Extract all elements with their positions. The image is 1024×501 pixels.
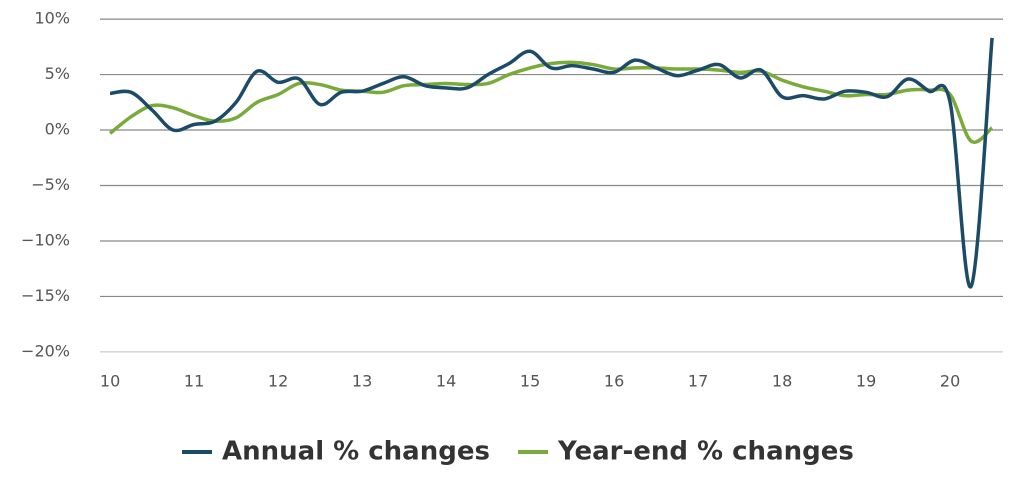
x-tick-label: 20	[940, 372, 960, 391]
x-tick-label: 11	[184, 372, 204, 391]
y-tick-label: −20%	[21, 341, 70, 360]
x-tick-label: 18	[772, 372, 792, 391]
y-tick-label: 0%	[45, 120, 70, 139]
x-tick-label: 19	[856, 372, 876, 391]
x-tick-label: 15	[520, 372, 540, 391]
y-tick-label: −10%	[21, 230, 70, 249]
y-tick-label: −15%	[21, 286, 70, 305]
x-tick-label: 10	[100, 372, 120, 391]
legend-text: Year-end % changes	[557, 437, 854, 467]
line	[108, 60, 994, 144]
x-tick-label: 12	[268, 372, 288, 391]
y-tick-label: 10%	[34, 9, 70, 28]
x-tick-label: 17	[688, 372, 708, 391]
y-tick-label: 5%	[45, 64, 70, 83]
x-tick-label: 16	[604, 372, 624, 391]
x-tick-label: 14	[436, 372, 456, 391]
x-tick-label: 13	[352, 372, 372, 391]
legend-text: Annual % changes	[222, 437, 490, 467]
line	[109, 37, 994, 289]
y-tick-label: −5%	[31, 175, 70, 194]
